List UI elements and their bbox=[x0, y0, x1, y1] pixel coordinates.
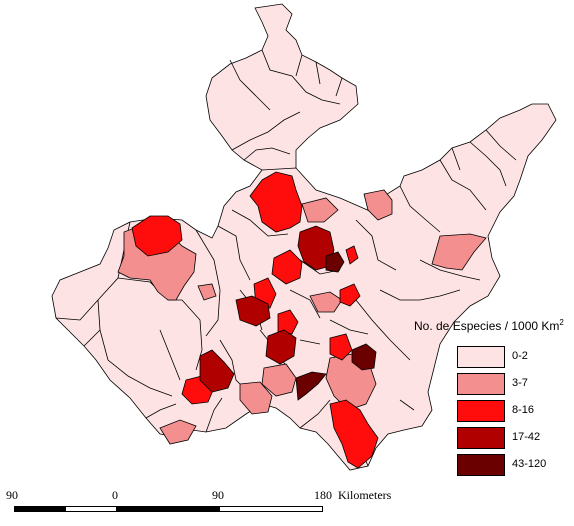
scale-tick-180: 180 bbox=[314, 488, 332, 502]
scale-tick-0: 0 bbox=[112, 488, 118, 502]
region-east-43-120 bbox=[351, 343, 377, 371]
region-center-17-42b bbox=[235, 295, 271, 327]
legend-swatch-3-7 bbox=[457, 373, 505, 395]
class-17-42-regions bbox=[199, 225, 335, 393]
legend-label-43-120: 43-120 bbox=[512, 458, 547, 470]
legend-swatch-8-16 bbox=[457, 400, 505, 422]
legend-title-text: No. de Especies / 1000 Km bbox=[414, 319, 560, 333]
class-43-120-regions bbox=[295, 251, 377, 401]
region-far-southwest-3-7 bbox=[159, 419, 197, 445]
region-south-43-120 bbox=[295, 371, 327, 401]
region-central-3-7 bbox=[309, 291, 343, 313]
region-southwest-17-42 bbox=[199, 349, 235, 393]
region-center-43-120 bbox=[325, 251, 345, 273]
region-small-3-7 bbox=[197, 283, 217, 301]
region-south-8-16 bbox=[329, 399, 379, 469]
region-center-8-16c bbox=[277, 309, 299, 335]
class-8-16-regions bbox=[131, 171, 379, 469]
legend-item-8-16: 8-16 bbox=[457, 400, 567, 422]
region-west-8-16 bbox=[131, 215, 183, 257]
region-east-8-16 bbox=[339, 283, 361, 307]
region-southeast-8-16 bbox=[329, 333, 353, 361]
region-center-3-7 bbox=[301, 197, 339, 223]
legend-swatch-0-2 bbox=[457, 346, 505, 368]
region-small-8-16 bbox=[345, 245, 359, 265]
region-north-tail bbox=[205, 3, 359, 173]
legend-item-43-120: 43-120 bbox=[457, 454, 567, 476]
region-center-17-42c bbox=[265, 329, 297, 365]
legend-item-17-42: 17-42 bbox=[457, 427, 567, 449]
scale-segment-3 bbox=[116, 506, 220, 512]
legend-swatch-43-120 bbox=[457, 454, 505, 476]
legend-title-superscript: 2 bbox=[559, 318, 564, 327]
scale-bar: 90 0 90 180 Kilometers bbox=[0, 488, 574, 526]
legend-label-0-2: 0-2 bbox=[512, 350, 528, 362]
scale-tick-left-90: 90 bbox=[6, 488, 18, 502]
scale-unit-label: Kilometers bbox=[338, 488, 392, 502]
region-center-8-16a bbox=[271, 249, 303, 285]
legend-label-17-42: 17-42 bbox=[512, 431, 541, 443]
region-north-8-16 bbox=[249, 171, 303, 233]
legend-swatch-17-42 bbox=[457, 427, 505, 449]
scale-segment-1 bbox=[14, 506, 66, 512]
state-base bbox=[51, 3, 557, 471]
class-3-7-regions bbox=[117, 189, 487, 445]
region-northeast-3-7 bbox=[363, 189, 393, 221]
legend-label-3-7: 3-7 bbox=[512, 377, 528, 389]
scale-tick-90: 90 bbox=[212, 488, 224, 502]
legend-label-8-16: 8-16 bbox=[512, 404, 535, 416]
scale-segment-4 bbox=[219, 506, 323, 512]
legend-item-3-7: 3-7 bbox=[457, 373, 567, 395]
region-southwest-3-7 bbox=[239, 381, 273, 415]
legend-item-0-2: 0-2 bbox=[457, 346, 567, 368]
legend-title: No. de Especies / 1000 Km2 bbox=[414, 318, 564, 333]
region-east-3-7 bbox=[431, 233, 487, 271]
scale-segment-2 bbox=[65, 506, 117, 512]
